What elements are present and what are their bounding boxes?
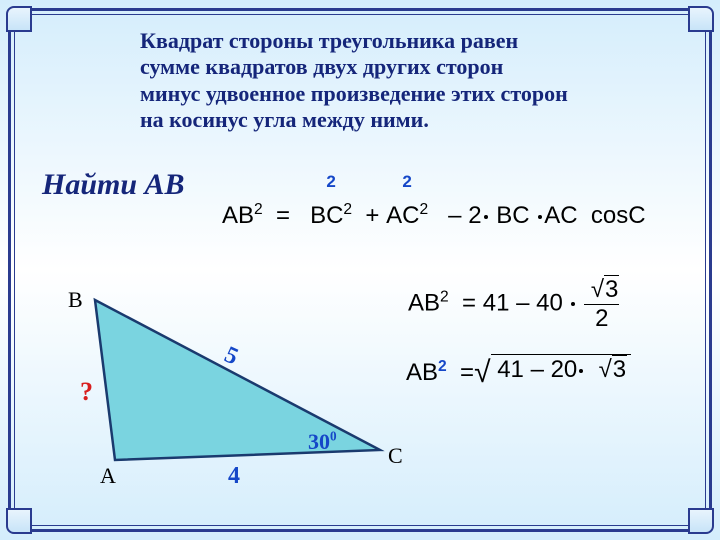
- corner-decoration: [688, 508, 714, 534]
- exponent-annotation: 2: [326, 172, 335, 192]
- corner-decoration: [688, 6, 714, 32]
- task-text: Найти АВ: [42, 168, 185, 202]
- side-ab-question: ?: [80, 377, 93, 407]
- exponent-annotation: 2: [402, 172, 411, 192]
- vertex-label-c: C: [388, 443, 403, 469]
- theorem-line: минус удвоенное произведение этих сторон: [140, 81, 568, 106]
- theorem-line: сумме квадратов двух других сторон: [140, 54, 503, 79]
- theorem-line: Квадрат стороны треугольника равен: [140, 28, 518, 53]
- angle-value: 300: [308, 429, 337, 455]
- theorem-text: Квадрат стороны треугольника равен сумме…: [140, 28, 690, 134]
- vertex-label-a: A: [100, 463, 116, 489]
- formula-law-of-cosines: AB2 = 2 BC2 + 2 AC2 – 2 BC AC cosC: [222, 202, 646, 230]
- vertex-label-b: B: [68, 287, 83, 313]
- triangle-diagram: B A C 5 4 ? 300: [70, 295, 400, 495]
- theorem-line: на косинус угла между ними.: [140, 107, 429, 132]
- corner-decoration: [6, 508, 32, 534]
- formula-substituted: AB2 = 41 – 40 3 2: [408, 275, 619, 333]
- side-ac-value: 4: [228, 463, 240, 490]
- corner-decoration: [6, 6, 32, 32]
- formula-result: AB2 =√ 41 – 20 3: [406, 354, 631, 388]
